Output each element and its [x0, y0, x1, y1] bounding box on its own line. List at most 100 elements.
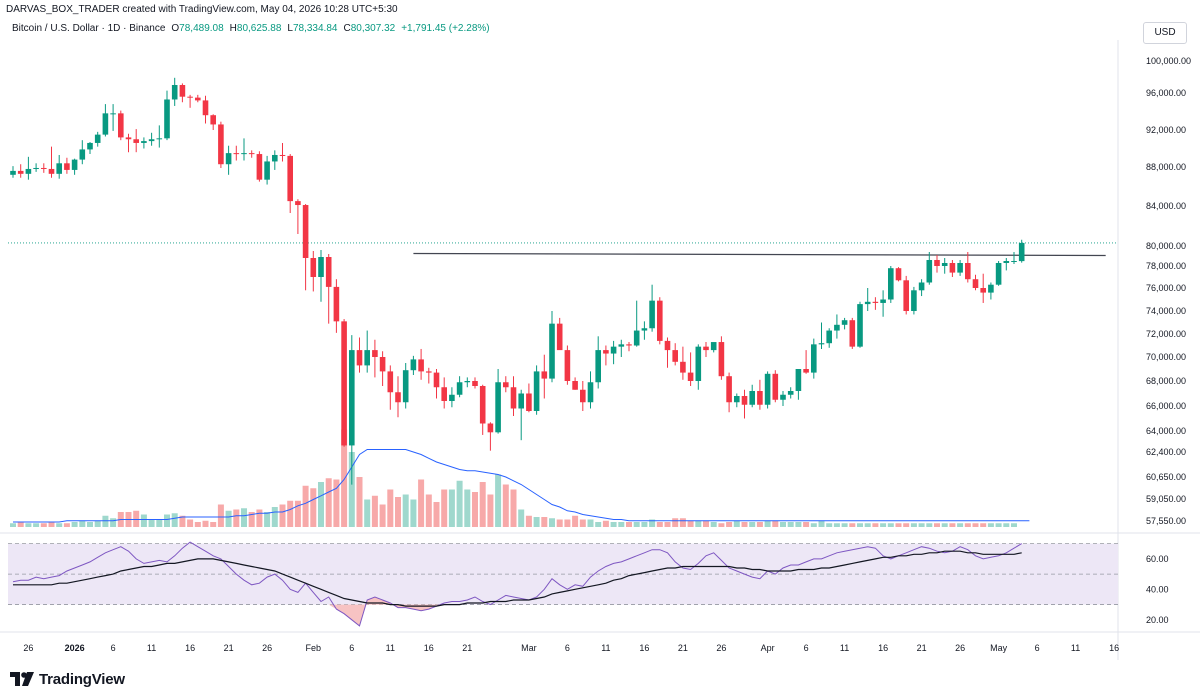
volume-bar — [187, 519, 194, 527]
candle-body — [911, 290, 917, 311]
candle — [387, 365, 394, 410]
candle-body — [479, 386, 486, 424]
volume-bar — [456, 480, 463, 527]
high-value: 80,625.88 — [236, 23, 282, 34]
candle-body — [764, 373, 771, 405]
candle-body — [364, 350, 370, 366]
candle-body — [41, 167, 47, 169]
candle-body — [864, 301, 871, 305]
candle — [71, 158, 78, 175]
candle — [941, 258, 948, 274]
volume-bar — [995, 523, 1002, 527]
low-label: L — [287, 23, 293, 34]
volume-bar — [217, 504, 224, 527]
volume-bar — [749, 522, 756, 527]
time-tick-label: Mar — [521, 643, 537, 653]
candle — [903, 275, 909, 315]
volume-bar — [941, 523, 948, 527]
candle — [918, 279, 925, 297]
candle-body — [780, 394, 786, 400]
volume-bar — [872, 523, 879, 527]
candle-body — [295, 201, 301, 206]
candle — [241, 138, 247, 161]
high-label: H — [229, 23, 237, 34]
volume-bar — [826, 523, 833, 527]
price-tick-label: 66,000.00 — [1146, 401, 1186, 411]
candle — [164, 90, 170, 141]
candle — [510, 376, 517, 416]
currency-button[interactable]: USD — [1143, 22, 1187, 44]
candle-body — [179, 85, 186, 97]
volume-bar — [833, 523, 840, 527]
candle-body — [402, 370, 409, 403]
volume-bar — [164, 514, 170, 527]
volume-bar — [425, 494, 432, 527]
candle — [718, 336, 725, 380]
rsi-oversold-fill — [328, 597, 445, 626]
volume-bar — [564, 519, 571, 527]
volume-bar — [818, 520, 825, 527]
candle — [449, 387, 455, 408]
volume-bar — [395, 497, 401, 527]
price-tick-label: 76,000.00 — [1146, 283, 1186, 293]
symbol-legend: Bitcoin / U.S. Dollar · 1D · Binance O78,… — [12, 23, 490, 34]
candle-body — [503, 382, 509, 388]
candle — [549, 311, 555, 383]
volume-bar — [718, 523, 725, 527]
candle — [256, 151, 263, 182]
candle-body — [757, 391, 763, 405]
candle — [710, 342, 717, 353]
candle — [672, 343, 678, 366]
volume-bar — [248, 512, 255, 527]
volume-bar — [841, 523, 848, 527]
volume-bar — [287, 500, 294, 527]
volume-bar — [957, 523, 964, 527]
candle-body — [657, 300, 663, 341]
candle-body — [734, 396, 740, 403]
candle-body — [995, 263, 1002, 285]
candle-body — [133, 139, 139, 143]
candle — [995, 261, 1002, 286]
candle — [610, 340, 617, 365]
candle-body — [595, 350, 601, 383]
candle-body — [25, 168, 32, 174]
candle-body — [248, 153, 255, 155]
volume-bar — [210, 522, 217, 527]
volume-bar — [987, 523, 994, 527]
candle-body — [934, 260, 940, 266]
candle — [487, 422, 494, 451]
candle — [202, 95, 209, 124]
candle-body — [918, 282, 925, 291]
volume-bar — [610, 522, 617, 527]
tradingview-logo-icon — [10, 672, 34, 686]
candle-body — [418, 359, 424, 372]
candle-body — [356, 350, 363, 366]
volume-bar — [379, 504, 386, 527]
time-tick-label: 16 — [185, 643, 195, 653]
candle — [780, 391, 786, 406]
candle — [687, 352, 694, 386]
candle-body — [872, 301, 879, 303]
volume-bar — [472, 492, 478, 527]
candle — [872, 297, 879, 310]
candle-body — [695, 346, 702, 381]
volume-bar — [572, 515, 579, 527]
candle-body — [564, 350, 571, 381]
open-label: O — [171, 23, 180, 34]
candle — [48, 146, 55, 178]
volume-bar — [33, 523, 40, 527]
candle — [803, 350, 809, 374]
candle — [41, 163, 47, 173]
time-tick-label: 26 — [23, 643, 33, 653]
volume-bar — [87, 522, 93, 527]
volume-bar — [310, 488, 317, 527]
candle — [187, 94, 193, 108]
volume-bar — [133, 510, 140, 527]
candle — [464, 377, 471, 388]
candle-body — [287, 155, 293, 202]
candle-body — [880, 299, 886, 303]
time-tick-label: 11 — [840, 643, 849, 653]
volume-bar — [849, 523, 856, 527]
volume-bar — [687, 520, 694, 527]
